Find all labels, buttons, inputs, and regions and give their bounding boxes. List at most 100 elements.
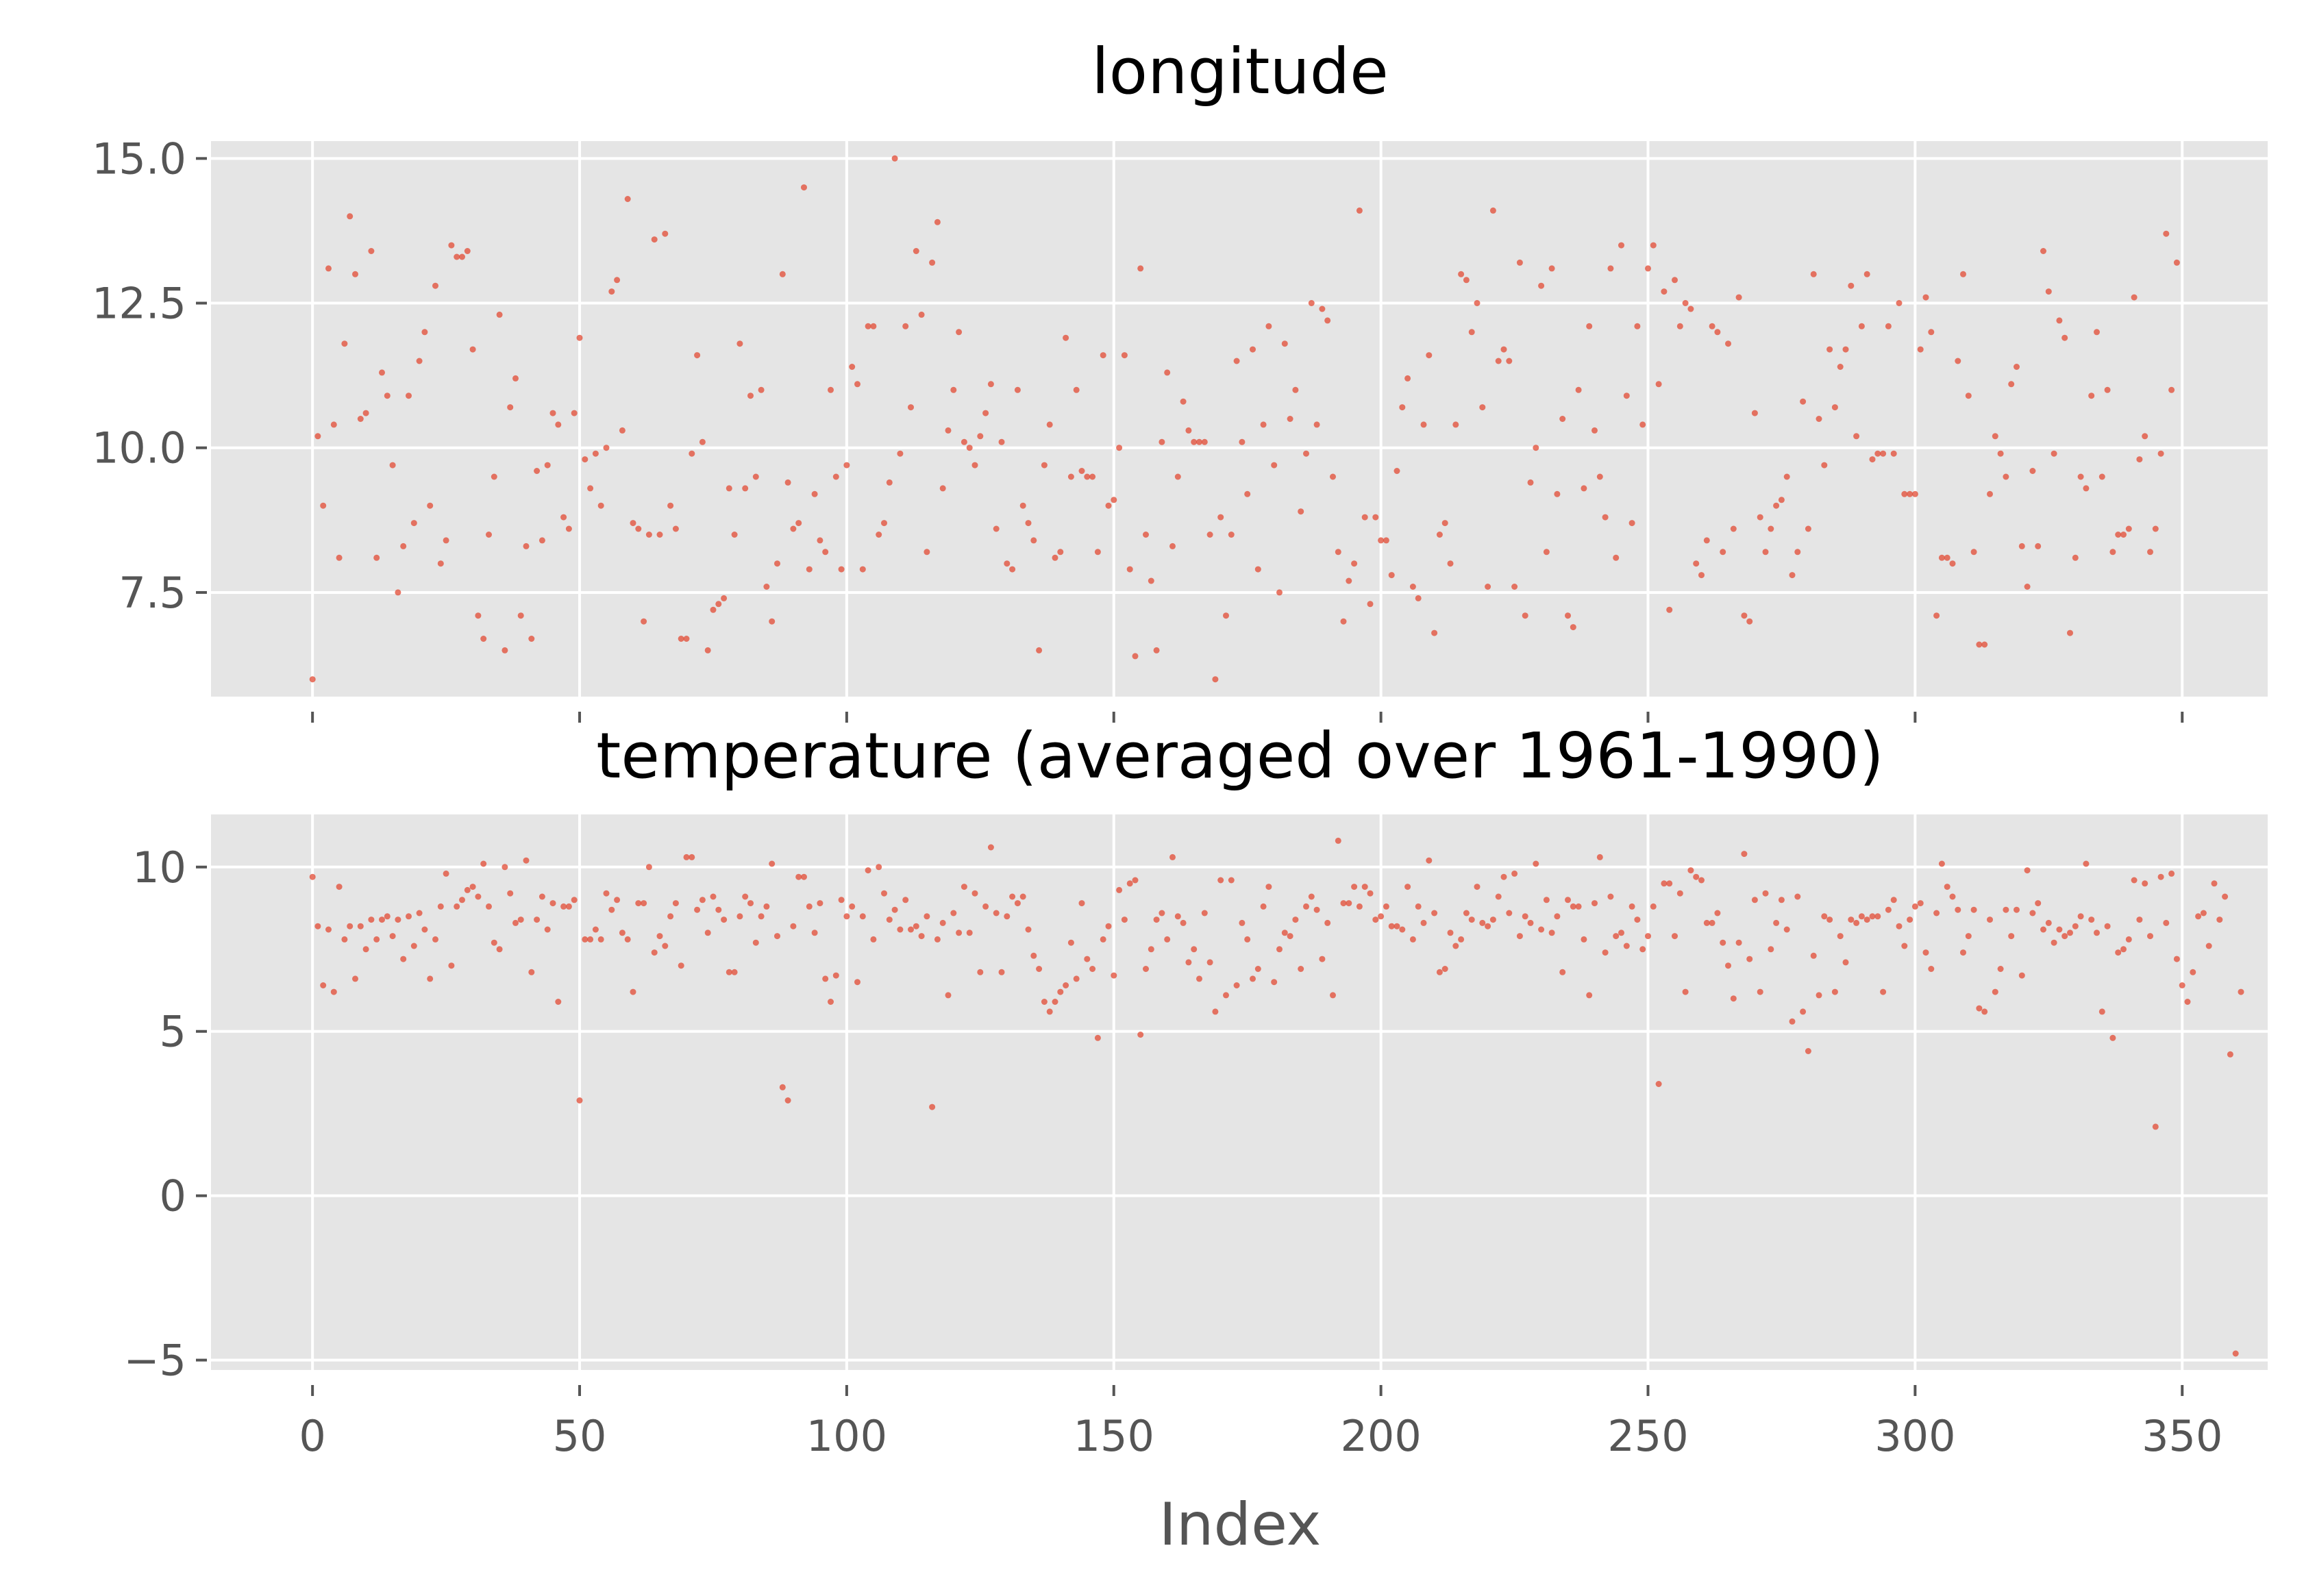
data-point bbox=[1858, 323, 1865, 329]
data-point bbox=[1367, 890, 1374, 897]
data-point bbox=[1955, 358, 1961, 364]
data-point bbox=[645, 864, 652, 871]
data-point bbox=[603, 890, 610, 897]
data-point bbox=[1479, 919, 1486, 926]
data-point bbox=[934, 936, 941, 943]
data-point bbox=[1393, 468, 1400, 474]
data-point bbox=[2088, 917, 2095, 923]
data-point bbox=[1960, 949, 1966, 956]
data-point bbox=[624, 936, 631, 943]
data-point bbox=[1250, 975, 1256, 982]
data-point bbox=[2211, 880, 2218, 887]
data-point bbox=[828, 999, 834, 1005]
data-point bbox=[1853, 433, 1860, 440]
data-point bbox=[608, 288, 615, 295]
data-point bbox=[2179, 982, 2185, 988]
y-tick-label: 15.0 bbox=[92, 134, 186, 184]
data-point bbox=[1639, 421, 1646, 428]
data-point bbox=[662, 943, 669, 949]
data-point bbox=[1009, 893, 1016, 900]
data-point bbox=[1335, 549, 1341, 556]
data-point bbox=[475, 612, 482, 619]
axis-ticks bbox=[196, 157, 2184, 723]
data-point bbox=[1014, 386, 1021, 393]
data-point bbox=[1613, 933, 1620, 940]
data-point bbox=[1121, 352, 1128, 359]
data-point bbox=[939, 919, 946, 926]
data-point bbox=[2051, 939, 2057, 946]
data-point bbox=[582, 456, 589, 463]
data-point bbox=[1645, 933, 1651, 940]
data-point bbox=[822, 549, 829, 556]
data-point bbox=[715, 906, 722, 913]
data-point bbox=[1383, 903, 1389, 910]
data-point bbox=[1527, 919, 1534, 926]
data-point bbox=[528, 636, 535, 642]
data-point bbox=[966, 445, 973, 451]
data-point bbox=[1458, 271, 1465, 277]
data-point bbox=[1682, 300, 1689, 306]
data-point bbox=[1073, 386, 1080, 393]
data-point bbox=[1067, 473, 1074, 480]
data-point bbox=[1212, 676, 1219, 683]
data-point bbox=[763, 584, 770, 590]
data-point bbox=[1206, 959, 1213, 966]
data-point bbox=[1180, 919, 1187, 926]
data-point bbox=[576, 334, 583, 341]
data-point bbox=[555, 999, 562, 1005]
data-point bbox=[1581, 936, 1587, 943]
data-point bbox=[1447, 560, 1454, 567]
data-point bbox=[977, 969, 984, 975]
data-point bbox=[512, 375, 519, 382]
data-point bbox=[1313, 421, 1320, 428]
data-point bbox=[1137, 265, 1144, 272]
data-point bbox=[352, 975, 358, 982]
data-point bbox=[443, 537, 449, 544]
data-point bbox=[1185, 427, 1192, 434]
data-point bbox=[1634, 323, 1641, 329]
data-point bbox=[704, 647, 711, 653]
data-point bbox=[1602, 514, 1609, 521]
data-point bbox=[998, 438, 1005, 445]
data-point bbox=[1094, 1034, 1101, 1041]
data-point bbox=[1447, 930, 1454, 936]
data-point bbox=[2200, 910, 2207, 917]
data-point bbox=[614, 897, 621, 903]
data-point bbox=[389, 462, 396, 469]
data-point bbox=[971, 890, 978, 897]
data-point bbox=[1265, 323, 1272, 329]
data-point bbox=[2098, 1008, 2105, 1015]
data-point bbox=[1404, 884, 1411, 890]
data-point bbox=[1762, 890, 1769, 897]
data-point bbox=[774, 560, 780, 567]
data-point bbox=[710, 893, 717, 900]
data-point bbox=[1340, 900, 1347, 907]
data-point bbox=[1789, 1018, 1796, 1025]
data-point bbox=[1757, 514, 1763, 521]
data-point bbox=[1500, 873, 1507, 880]
data-point bbox=[1276, 946, 1283, 953]
data-point bbox=[769, 860, 776, 867]
data-point bbox=[1987, 490, 1993, 497]
data-point bbox=[2125, 525, 2132, 532]
data-point bbox=[1196, 438, 1202, 445]
data-point bbox=[2083, 860, 2090, 867]
data-point bbox=[683, 636, 690, 642]
data-point bbox=[1768, 525, 1774, 532]
data-point bbox=[347, 213, 354, 220]
data-point bbox=[779, 271, 786, 277]
data-point bbox=[1287, 933, 1293, 940]
data-point bbox=[982, 903, 989, 910]
data-point bbox=[950, 386, 957, 393]
data-point bbox=[395, 589, 401, 596]
data-point bbox=[454, 253, 460, 260]
data-point bbox=[1676, 323, 1683, 329]
data-point bbox=[1030, 952, 1037, 959]
data-point bbox=[1004, 560, 1011, 567]
data-point bbox=[2056, 926, 2063, 933]
data-point bbox=[2104, 386, 2111, 393]
data-point bbox=[1441, 520, 1448, 527]
data-point bbox=[2018, 543, 2025, 549]
data-point bbox=[1676, 890, 1683, 897]
data-point bbox=[2008, 933, 2015, 940]
